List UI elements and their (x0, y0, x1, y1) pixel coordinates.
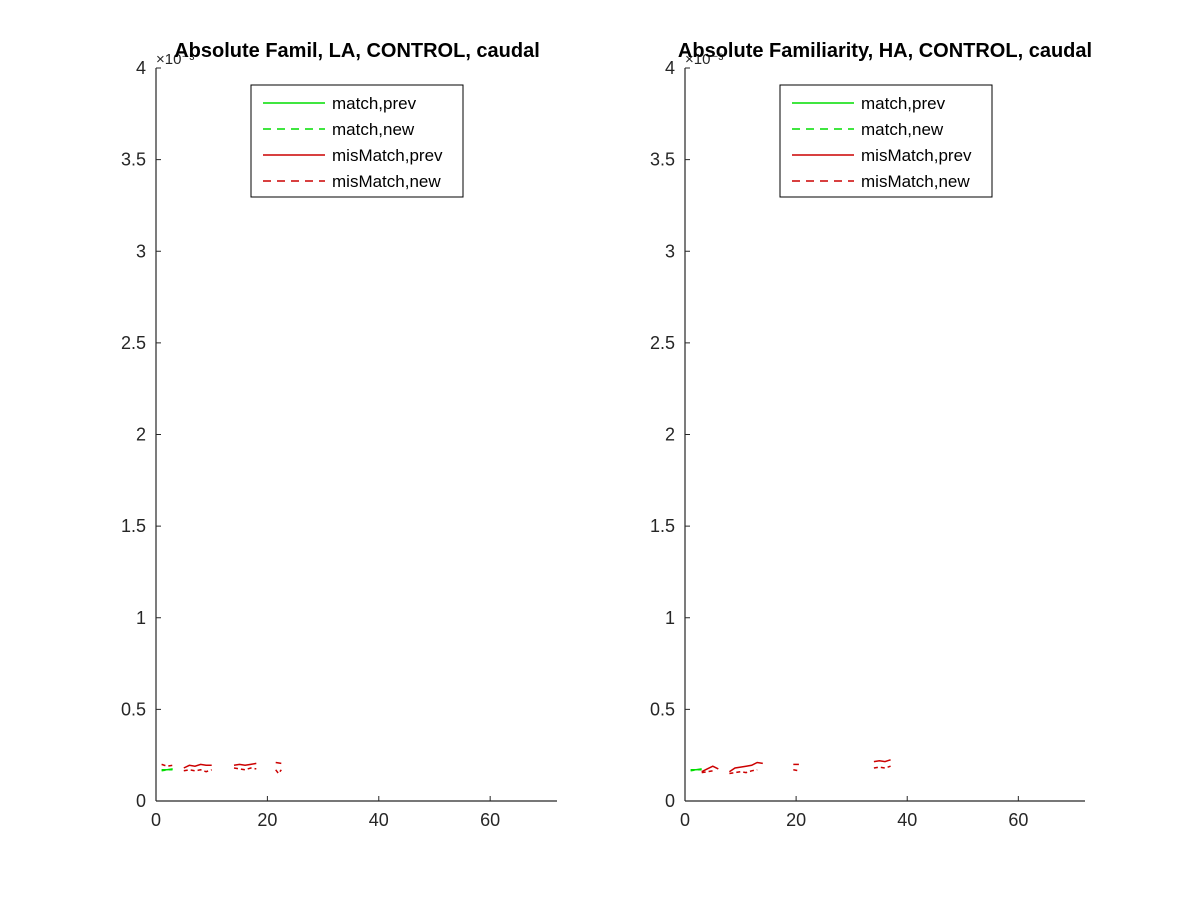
y-tick-label: 0.5 (121, 699, 146, 719)
x-tick-label: 40 (369, 810, 389, 830)
series-line-mismatch-new (183, 769, 212, 773)
y-tick-label: 2 (136, 425, 146, 445)
legend-entry-label: misMatch,prev (332, 146, 443, 165)
y-tick-label: 1 (665, 608, 675, 628)
x-tick-label: 40 (897, 810, 917, 830)
y-tick-label: 3.5 (121, 150, 146, 170)
series-line-mismatch-new (161, 763, 173, 767)
legend: match,prev match,new misMatch,prev misMatch… (250, 84, 464, 198)
y-exponent-label: ×10⁻³ (156, 51, 194, 68)
series-line-mismatch-prev (873, 759, 891, 763)
y-tick-label: 1.5 (650, 516, 675, 536)
legend-box (250, 84, 464, 198)
x-tick-label: 60 (1008, 810, 1028, 830)
y-tick-label: 4 (136, 58, 146, 78)
y-tick-label: 0 (136, 791, 146, 811)
series-line-match-new (161, 769, 173, 772)
series-line-mismatch-new (701, 770, 713, 774)
series-line-mismatch-prev (233, 762, 257, 767)
series-line-mismatch-prev (275, 761, 282, 765)
legend-entry-label: misMatch,new (332, 172, 441, 191)
y-exponent-label: ×10⁻³ (685, 51, 723, 68)
legend: match,prev match,new misMatch,prev misMatch… (779, 84, 993, 198)
y-tick-label: 2 (665, 425, 675, 445)
y-tick-label: 1.5 (121, 516, 146, 536)
series-line-mismatch-new (793, 769, 800, 772)
legend-entry-label: match,prev (332, 94, 417, 113)
x-tick-label: 20 (786, 810, 806, 830)
y-tick-label: 0.5 (650, 699, 675, 719)
y-tick-label: 2.5 (121, 333, 146, 353)
x-tick-label: 0 (680, 810, 690, 830)
series-line-mismatch-new (729, 769, 758, 775)
legend-entry-label: match,prev (861, 94, 946, 113)
y-tick-label: 1 (136, 608, 146, 628)
legend-entry-label: match,new (861, 120, 944, 139)
series-line-mismatch-new (233, 767, 257, 771)
legend-entry-label: misMatch,new (861, 172, 970, 191)
series-line-mismatch-prev (728, 761, 763, 773)
x-tick-label: 0 (151, 810, 161, 830)
series-line-mismatch-prev (701, 765, 719, 773)
series-line-mismatch-prev (183, 763, 212, 769)
series-line-match-new (690, 769, 702, 772)
y-tick-label: 0 (665, 791, 675, 811)
y-tick-label: 2.5 (650, 333, 675, 353)
y-tick-label: 3 (665, 241, 675, 261)
y-tick-label: 4 (665, 58, 675, 78)
legend-entry-label: misMatch,prev (861, 146, 972, 165)
series-line-mismatch-new (275, 769, 282, 775)
legend-entry-label: match,new (332, 120, 415, 139)
x-tick-label: 60 (480, 810, 500, 830)
x-tick-label: 20 (257, 810, 277, 830)
chart-title: Absolute Familiarity, HA, CONTROL, cauda… (678, 40, 1092, 62)
y-tick-label: 3.5 (650, 150, 675, 170)
y-tick-label: 3 (136, 241, 146, 261)
series-line-mismatch-new (873, 765, 891, 769)
chart-title: Absolute Famil, LA, CONTROL, caudal (174, 40, 540, 62)
